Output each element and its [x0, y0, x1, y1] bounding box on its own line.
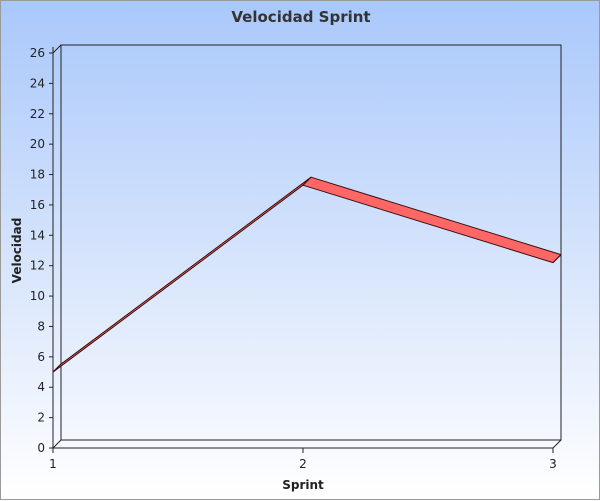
data-point	[302, 176, 312, 186]
y-tick-label: 2	[37, 411, 45, 425]
y-tick-label: 20	[30, 137, 45, 151]
y-tick-label: 10	[30, 289, 45, 303]
back-wall	[60, 44, 562, 441]
series-velocidad	[52, 176, 562, 373]
y-tick-label: 4	[37, 380, 45, 394]
x-tick-label: 2	[299, 457, 307, 471]
y-tick-label: 14	[30, 228, 45, 242]
chart-title: Velocidad Sprint	[231, 8, 371, 26]
y-tick-label: 26	[30, 46, 45, 60]
y-tick-label: 8	[37, 319, 45, 333]
depth-line	[52, 439, 62, 449]
y-tick-label: 18	[30, 168, 45, 182]
data-point	[52, 363, 62, 373]
depth-line	[552, 439, 562, 449]
x-axis-title: Sprint	[282, 478, 324, 492]
depth-line	[52, 44, 62, 54]
y-tick-label: 6	[37, 350, 45, 364]
y-axis-title: Velocidad	[10, 218, 24, 284]
line-segment	[302, 176, 562, 264]
y-tick-label: 24	[30, 76, 45, 90]
y-tick-label: 22	[30, 107, 45, 121]
data-point	[552, 254, 562, 264]
y-tick-label: 0	[37, 441, 45, 455]
y-tick-label: 12	[30, 259, 45, 273]
axes	[52, 44, 562, 449]
x-tick-label: 1	[49, 457, 57, 471]
y-tick-label: 16	[30, 198, 45, 212]
line-segment	[52, 176, 312, 373]
x-tick-label: 3	[549, 457, 557, 471]
